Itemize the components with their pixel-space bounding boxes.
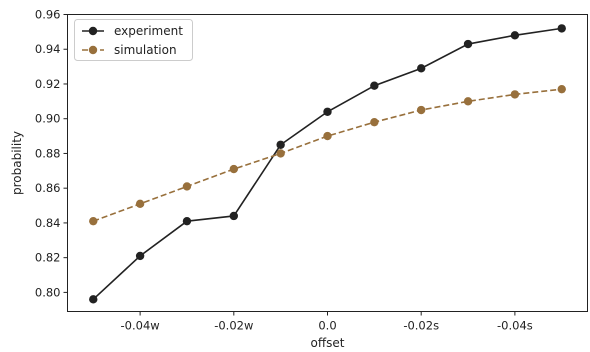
data-point-experiment	[229, 211, 239, 221]
legend-label-simulation: simulation	[114, 43, 177, 57]
data-point-simulation	[416, 105, 426, 115]
legend-marker-simulation	[88, 45, 98, 55]
data-point-simulation	[135, 199, 145, 209]
legend-label-experiment: experiment	[114, 24, 183, 38]
data-point-experiment	[182, 216, 192, 226]
data-point-simulation	[276, 149, 285, 158]
series-line-simulation	[92, 88, 562, 222]
y-axis: 0.80 0.82 0.84 0.86 0.88 0.90 0.92 0.94 0.96	[35, 8, 68, 299]
y-tick-label: 0.86	[35, 181, 61, 195]
data-point-experiment	[557, 24, 566, 33]
x-tick-label: -0.02s	[403, 319, 439, 333]
series-line-experiment	[92, 27, 562, 300]
legend: experiment simulation	[74, 19, 193, 61]
data-point-simulation	[370, 117, 379, 127]
data-point-experiment	[510, 31, 520, 40]
y-tick-label: 0.96	[35, 8, 61, 22]
data-point-experiment	[370, 81, 379, 90]
y-tick-label: 0.90	[35, 112, 61, 126]
data-point-experiment	[463, 39, 473, 49]
x-tick-label: -0.02w	[214, 319, 253, 333]
data-point-simulation	[557, 84, 566, 94]
y-tick-label: 0.92	[35, 77, 61, 91]
y-tick-label: 0.94	[35, 42, 61, 56]
data-point-simulation	[89, 216, 98, 226]
y-tick-label: 0.88	[35, 146, 61, 160]
data-point-experiment	[89, 295, 98, 304]
y-tick-label: 0.82	[35, 251, 61, 265]
data-point-simulation	[182, 182, 192, 191]
data-point-experiment	[135, 251, 145, 261]
data-point-simulation	[323, 131, 332, 141]
plot-area	[89, 24, 566, 304]
y-tick-label: 0.80	[35, 285, 61, 299]
data-point-experiment	[323, 107, 332, 116]
x-axis-label: offset	[311, 336, 345, 350]
data-point-simulation	[510, 90, 520, 99]
y-axis-label: probability	[10, 131, 24, 195]
data-point-simulation	[463, 97, 473, 106]
data-point-experiment	[276, 140, 285, 149]
data-point-experiment	[416, 64, 426, 73]
x-tick-label: -0.04w	[121, 319, 160, 333]
y-tick-label: 0.84	[35, 216, 61, 230]
data-point-simulation	[229, 164, 239, 174]
x-axis: -0.04w -0.02w 0.0 -0.02s -0.04s	[121, 311, 533, 333]
legend-marker-experiment	[88, 26, 98, 36]
x-tick-label: -0.04s	[497, 319, 533, 333]
x-tick-label: 0.0	[318, 319, 336, 333]
